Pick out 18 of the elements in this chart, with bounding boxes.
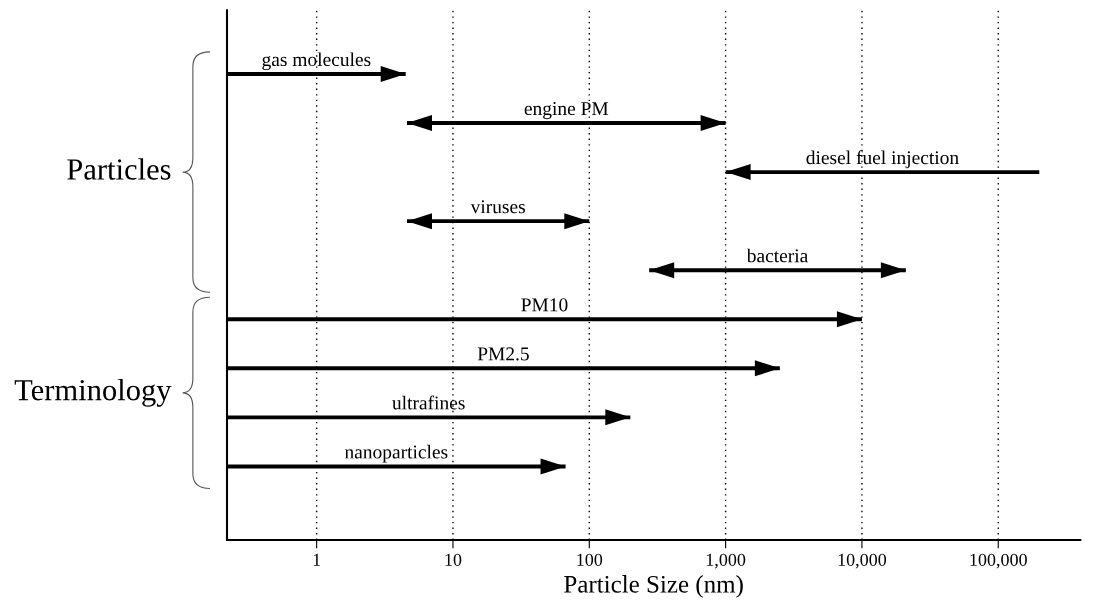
y-tick-label: engine PM xyxy=(524,102,609,120)
y-tick-label: diesel fuel injection xyxy=(806,150,959,169)
y-tick-label: nanoparticles xyxy=(344,444,448,463)
text: Particles xyxy=(67,158,171,180)
y-tick-label: bacteria xyxy=(746,248,809,263)
x-tick-label: 10,000 xyxy=(838,553,887,569)
x-tick-label: 10 xyxy=(445,553,462,566)
x-tick-label: 100 xyxy=(577,553,603,566)
x-tick-label: 1,000 xyxy=(706,553,746,569)
x-axis-title: Particle Size (nm) xyxy=(564,575,743,598)
x-tick-label: 100,000 xyxy=(970,553,1027,569)
y-tick-label: viruses xyxy=(470,200,525,214)
y-tick-label: PM2.5 xyxy=(477,347,529,361)
y-tick-label: gas molecules xyxy=(262,52,371,71)
text: Terminology xyxy=(14,378,172,407)
y-tick-label: ultrafines xyxy=(392,395,465,410)
y-tick-label: PM10 xyxy=(521,298,568,312)
x-tick-label: 1 xyxy=(313,553,321,566)
